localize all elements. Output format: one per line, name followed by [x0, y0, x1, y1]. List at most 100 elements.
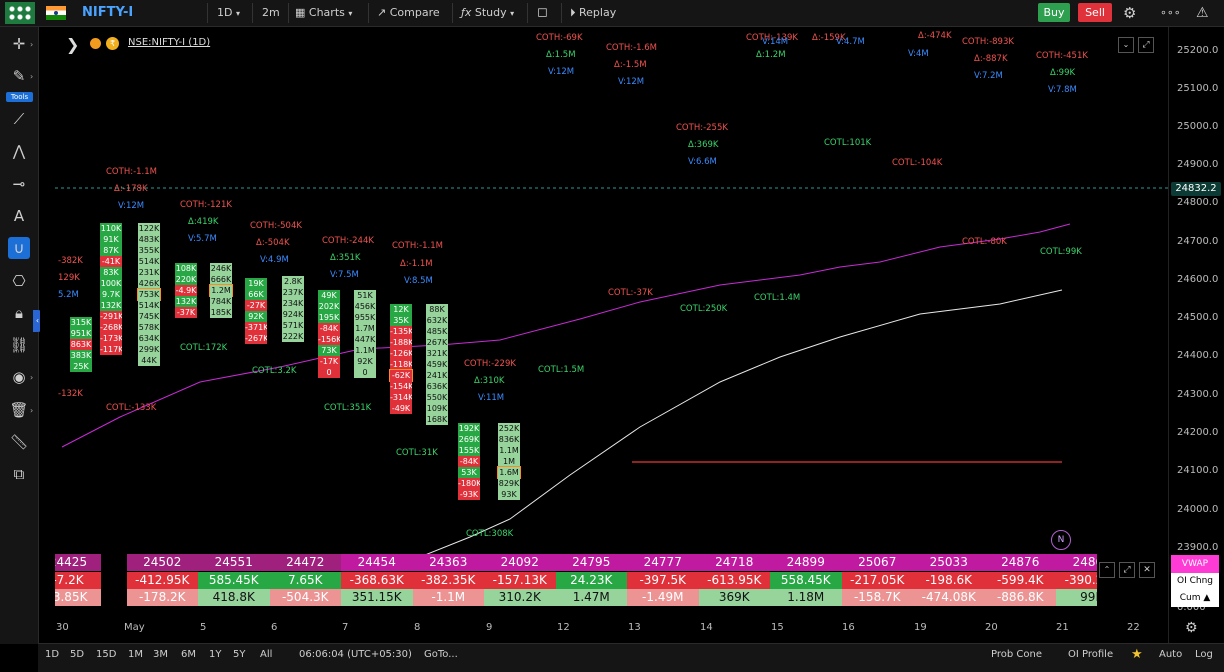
- range-button-1y[interactable]: 1Y: [209, 649, 222, 660]
- symbol-name[interactable]: NIFTY-I: [82, 5, 134, 20]
- date-tick-label: 19: [914, 622, 927, 633]
- horizontal-line-icon[interactable]: ⊸: [12, 175, 26, 193]
- cot-annotation: COTL:99K: [1040, 247, 1082, 257]
- table-cell: 24551: [198, 554, 270, 571]
- alert-warning-icon[interactable]: ⚠: [1196, 5, 1209, 21]
- chart-legend-title[interactable]: NSE:NIFTY-I (1D): [128, 37, 211, 48]
- lock-draw-icon[interactable]: ⎔: [12, 272, 26, 290]
- footprint-cell: 1.1M: [354, 345, 376, 356]
- footprint-cell: 49K: [318, 290, 340, 301]
- more-menu-icon[interactable]: ∘∘∘: [1160, 6, 1181, 19]
- app-logo[interactable]: [5, 2, 35, 24]
- price-axis[interactable]: 25200.0 25100.0 25000.0 24900.0 24800.0 24700…: [1168, 27, 1224, 644]
- prob-cone-button[interactable]: Prob Cone: [991, 649, 1042, 660]
- cot-annotation: COTL:308K: [466, 529, 514, 539]
- pattern-icon[interactable]: ⋀: [12, 142, 26, 160]
- magnet-icon[interactable]: ∪: [8, 237, 30, 259]
- footprint-cell: 1.2M: [209, 284, 233, 297]
- range-button-1d[interactable]: 1D: [45, 649, 60, 660]
- fullscreen-icon[interactable]: ⤢: [1138, 37, 1154, 53]
- lock-icon[interactable]: 🔒︎: [15, 304, 23, 322]
- cot-annotation: Δ:351K: [330, 253, 361, 263]
- charts-dropdown[interactable]: ▦ Charts ▾: [295, 6, 353, 19]
- trash-icon[interactable]: 🗑︎: [9, 401, 29, 419]
- buy-button[interactable]: Buy: [1038, 3, 1070, 22]
- footprint-cell: 91K: [100, 234, 122, 245]
- footprint-cell: -371K: [245, 322, 267, 333]
- range-button-1m[interactable]: 1M: [128, 649, 143, 660]
- range-button-5d[interactable]: 5D: [70, 649, 85, 660]
- table-cell: 24876: [984, 554, 1056, 571]
- range-button-3m[interactable]: 3M: [153, 649, 168, 660]
- footprint-cell: 87K: [100, 245, 122, 256]
- chart-area[interactable]: ❯ ₹ NSE:NIFTY-I (1D) ⌄ ⤢ -382K 129K 5.2M -1…: [40, 27, 1168, 554]
- play-circle-icon: ⏵: [570, 6, 576, 19]
- oi-table: 24425 24502245512447224454243632409224795…: [55, 554, 1097, 607]
- price-tick-label: 25100.0: [1177, 83, 1219, 94]
- footprint-cell: 234K: [282, 298, 304, 309]
- sell-button[interactable]: Sell: [1078, 3, 1112, 22]
- table-cell: 1.47M: [555, 589, 627, 606]
- replay-button[interactable]: ⏵ Replay: [570, 6, 617, 19]
- cum-row-label: Cum ▲: [1171, 590, 1219, 607]
- footprint-cell: 132K: [100, 300, 122, 311]
- table-cell: 24.23K: [555, 572, 627, 589]
- cot-annotation: COTH:-255K: [676, 123, 728, 133]
- cot-annotation: V:4M: [908, 49, 929, 59]
- footprint-cell: 745K: [138, 311, 160, 322]
- axis-settings-gear-icon[interactable]: ⚙: [1185, 620, 1198, 636]
- compare-button[interactable]: ↗ Compare: [377, 6, 440, 19]
- ruler-icon[interactable]: 📏︎: [9, 433, 29, 451]
- cot-annotation: V:4.9M: [260, 255, 289, 265]
- interval-dropdown[interactable]: 1D ▾: [217, 6, 240, 19]
- price-tick-label: 24000.0: [1177, 504, 1219, 515]
- study-dropdown[interactable]: ƒx Study ▾: [461, 6, 515, 19]
- annotations-layer: -382K 129K 5.2M -132K COTH:-1.1M Δ:-178K V:12M…: [40, 27, 1168, 554]
- price-tick-label: 24500.0: [1177, 312, 1219, 323]
- footprint-cell: -84K: [318, 323, 340, 334]
- chevron-right-icon[interactable]: ❯: [66, 35, 80, 54]
- trend-line-icon[interactable]: ⟋: [13, 110, 25, 128]
- expand-panel-icon[interactable]: ⌃: [1099, 562, 1115, 578]
- oi-profile-button[interactable]: OI Profile: [1068, 649, 1114, 660]
- top-toolbar: NIFTY-I 1D ▾ 2m ▦ Charts ▾ ↗ Compare ƒx …: [0, 0, 1224, 27]
- auto-scale-button[interactable]: Auto: [1159, 649, 1183, 660]
- footprint-cell: 195K: [318, 312, 340, 323]
- footprint-cell: 447K: [354, 334, 376, 345]
- table-cell: -1.1M: [412, 589, 484, 606]
- table-cell: 418.8K: [198, 589, 270, 606]
- range-button-6m[interactable]: 6M: [181, 649, 196, 660]
- range-button-all[interactable]: All: [260, 649, 273, 660]
- range-button-5y[interactable]: 5Y: [233, 649, 246, 660]
- cot-annotation: Δ:-887K: [974, 54, 1008, 64]
- favorite-star-icon[interactable]: ★: [1131, 647, 1143, 662]
- screenshot-icon[interactable]: ⧉: [13, 465, 25, 483]
- moving-average-line: [426, 289, 1063, 554]
- instagram-icon[interactable]: ◻: [537, 5, 548, 20]
- footprint-cell: 863K: [70, 339, 92, 350]
- footprint-cell: -135K: [390, 326, 412, 337]
- eye-icon[interactable]: ◉: [12, 368, 26, 386]
- date-axis[interactable]: 30 May 5 6 7 8 9 12 13 14 15 16 19 20 21 22: [40, 620, 1168, 638]
- footprint-cell: 634K: [138, 333, 160, 344]
- link-icon[interactable]: ⛓︎: [9, 336, 29, 354]
- footprint-cell: 514K: [138, 300, 160, 311]
- crosshair-icon[interactable]: ✛: [12, 35, 26, 53]
- news-badge[interactable]: N: [1051, 530, 1071, 550]
- goto-button[interactable]: GoTo...: [424, 649, 458, 660]
- collapse-chevron-icon[interactable]: ⌄: [1118, 37, 1134, 53]
- settings-gear-icon[interactable]: ⚙: [1123, 4, 1137, 22]
- range-button-15d[interactable]: 15D: [96, 649, 117, 660]
- timeframe-button[interactable]: 2m: [262, 6, 280, 19]
- footprint-cell: 315K: [70, 317, 92, 328]
- collapse-left-toolbar-button[interactable]: ‹: [33, 310, 42, 332]
- footprint-cell: 66K: [245, 289, 267, 300]
- table-cell: -599.4K: [984, 572, 1056, 589]
- table-cell: 24860: [1056, 554, 1097, 571]
- close-panel-icon[interactable]: ✕: [1139, 562, 1155, 578]
- footprint-cell: 44K: [138, 355, 160, 366]
- text-tool-icon[interactable]: A: [13, 207, 25, 225]
- log-scale-button[interactable]: Log: [1195, 649, 1213, 660]
- pencil-icon[interactable]: ✎: [12, 67, 26, 85]
- panel-fullscreen-icon[interactable]: ⤢: [1119, 562, 1135, 578]
